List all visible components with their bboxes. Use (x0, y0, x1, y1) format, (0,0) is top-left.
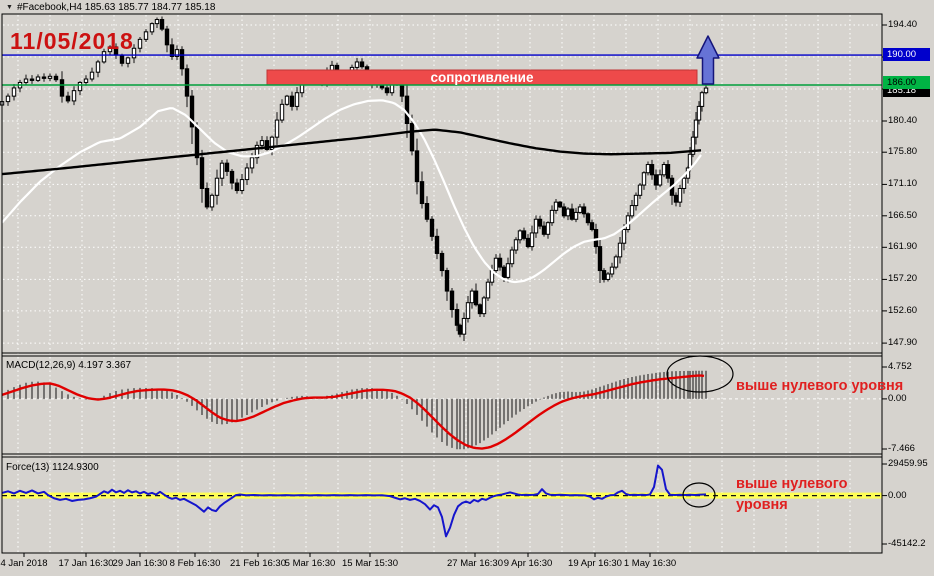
price-tick: 194.40 (888, 19, 918, 30)
macd-tick: 0.00 (888, 393, 907, 404)
time-tick: 8 Feb 16:30 (169, 558, 221, 569)
macd-note: выше нулевого уровня (736, 378, 904, 394)
force-note: выше нулевого уровня (736, 476, 848, 513)
time-tick: 27 Mar 16:30 (447, 558, 503, 569)
up-arrow-drawing[interactable] (696, 35, 720, 85)
time-tick: 17 Jan 16:30 (58, 558, 114, 569)
price-tick: 157.20 (888, 273, 918, 284)
time-tick: 19 Apr 16:30 (568, 558, 622, 569)
price-tick: 180.40 (888, 115, 918, 126)
price-tick: 171.10 (888, 178, 918, 189)
price-tick: 166.50 (888, 210, 918, 221)
price-tick: 161.90 (888, 241, 918, 252)
resistance-line-price-label: 190.00 (883, 48, 930, 61)
macd-tick: 4.752 (888, 361, 912, 372)
time-tick: 9 Apr 16:30 (503, 558, 553, 569)
price-tick: 152.60 (888, 305, 918, 316)
time-tick: 15 Mar 15:30 (342, 558, 398, 569)
date-annotation: 11/05/2018 (10, 28, 134, 54)
symbol-ohlc-label: #Facebook,H4 185.63 185.77 184.77 185.18 (16, 2, 216, 13)
price-tick: 147.90 (888, 337, 918, 348)
resistance-zone-label[interactable]: сопротивление (430, 70, 534, 85)
time-tick: 29 Jan 16:30 (112, 558, 168, 569)
macd-panel-label: MACD(12,26,9) 4.197 3.367 (6, 360, 132, 371)
force-tick: 29459.95 (888, 458, 928, 469)
force-tick: 0.00 (888, 490, 907, 501)
time-tick: 1 May 16:30 (623, 558, 677, 569)
price-tick: 175.80 (888, 146, 918, 157)
macd-highlight-ellipse[interactable] (666, 355, 734, 393)
time-tick: 5 Mar 16:30 (284, 558, 336, 569)
macd-tick: -7.466 (888, 443, 915, 454)
force-highlight-ellipse[interactable] (682, 482, 716, 508)
time-tick: 4 Jan 2018 (0, 558, 48, 569)
force-panel-label: Force(13) 1124.9300 (6, 462, 99, 473)
time-tick: 21 Feb 16:30 (230, 558, 286, 569)
force-tick: -45142.2 (888, 538, 926, 549)
breakout-line-price-label: 186.00 (883, 76, 930, 89)
chart-header: ▼ #Facebook,H4 185.63 185.77 184.77 185.1… (6, 2, 215, 13)
collapse-triangle-icon[interactable]: ▼ (6, 4, 13, 11)
